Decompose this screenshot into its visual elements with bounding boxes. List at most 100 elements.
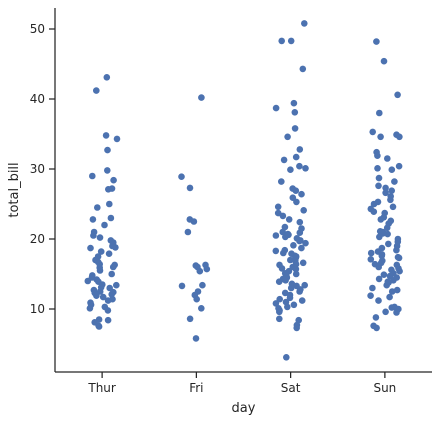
data-point-thur bbox=[108, 185, 116, 192]
data-point-sun bbox=[388, 166, 396, 173]
data-point-fri bbox=[178, 282, 186, 290]
data-point-sun bbox=[394, 91, 401, 99]
data-point-sat bbox=[284, 133, 291, 141]
y-tick-label: 10 bbox=[30, 302, 45, 316]
data-point-sun bbox=[375, 174, 383, 182]
data-point-sat bbox=[282, 233, 289, 241]
data-point-sun bbox=[396, 133, 403, 141]
data-point-fri bbox=[193, 295, 200, 303]
data-point-thur bbox=[102, 132, 110, 139]
data-point-sun bbox=[369, 284, 376, 292]
data-point-fri bbox=[196, 267, 204, 275]
data-point-sun bbox=[374, 165, 381, 172]
data-point-sun bbox=[375, 275, 383, 283]
data-point-thur bbox=[113, 281, 120, 289]
data-point-thur bbox=[97, 248, 105, 255]
data-point-sun bbox=[372, 314, 380, 321]
data-point-sat bbox=[291, 109, 299, 116]
data-point-fri bbox=[186, 184, 194, 192]
data-point-sat bbox=[292, 153, 300, 161]
data-point-fri bbox=[178, 173, 185, 180]
data-point-sat bbox=[276, 315, 283, 323]
data-point-thur bbox=[106, 200, 113, 208]
x-tick-label: Sun bbox=[373, 381, 396, 395]
data-point-sun bbox=[380, 57, 388, 65]
x-axis-ticks: Thur Fri Sat Sun bbox=[87, 372, 396, 395]
data-point-thur bbox=[96, 288, 104, 295]
data-point-sun bbox=[370, 200, 378, 208]
data-point-sun bbox=[377, 216, 385, 223]
x-axis-label: day bbox=[232, 401, 256, 416]
data-point-thur bbox=[103, 74, 111, 81]
x-tick-label: Thur bbox=[87, 381, 116, 395]
data-points bbox=[84, 20, 403, 361]
data-point-sat bbox=[280, 156, 288, 164]
data-point-thur bbox=[104, 167, 111, 174]
data-point-thur bbox=[112, 244, 119, 251]
data-point-sun bbox=[376, 109, 383, 117]
data-point-sat bbox=[280, 249, 287, 257]
data-point-fri bbox=[198, 94, 205, 101]
data-point-sun bbox=[388, 304, 396, 311]
data-point-thur bbox=[87, 244, 94, 252]
data-point-sun bbox=[383, 281, 391, 289]
y-axis-label: total_bill bbox=[7, 162, 22, 217]
data-point-sat bbox=[272, 104, 280, 112]
data-point-sun bbox=[388, 187, 396, 194]
data-point-sun bbox=[382, 189, 389, 197]
data-point-sat bbox=[276, 295, 284, 303]
data-point-sat bbox=[300, 207, 308, 214]
data-point-sat bbox=[301, 281, 309, 289]
data-point-sun bbox=[370, 208, 378, 215]
data-point-sat bbox=[302, 165, 309, 172]
data-point-sun bbox=[380, 271, 388, 279]
data-point-thur bbox=[105, 250, 113, 257]
data-point-sat bbox=[290, 301, 298, 309]
data-point-sun bbox=[388, 288, 396, 295]
data-point-sat bbox=[287, 166, 294, 173]
data-point-fri bbox=[199, 281, 206, 289]
data-point-sat bbox=[290, 242, 297, 249]
data-point-sun bbox=[395, 254, 403, 262]
data-point-sat bbox=[296, 146, 304, 153]
data-point-thur bbox=[90, 232, 97, 239]
data-point-sat bbox=[276, 308, 283, 316]
data-point-thur bbox=[113, 135, 121, 143]
data-point-sun bbox=[393, 309, 400, 316]
data-point-sat bbox=[287, 284, 295, 292]
data-point-sun bbox=[378, 252, 386, 260]
data-point-thur bbox=[84, 277, 92, 285]
data-point-sat bbox=[298, 244, 305, 252]
data-point-sat bbox=[299, 259, 307, 267]
data-point-sun bbox=[386, 293, 393, 301]
data-point-sat bbox=[291, 125, 299, 132]
data-point-thur bbox=[95, 323, 103, 330]
data-point-thur bbox=[89, 172, 96, 180]
data-point-sun bbox=[377, 133, 384, 141]
data-point-sat bbox=[286, 294, 294, 302]
data-point-sat bbox=[287, 37, 295, 45]
data-point-sat bbox=[278, 37, 286, 45]
data-point-sat bbox=[285, 216, 293, 223]
data-point-sun bbox=[393, 242, 401, 250]
data-point-sat bbox=[296, 218, 304, 226]
data-point-sat bbox=[298, 190, 305, 198]
data-point-sat bbox=[290, 99, 298, 107]
data-point-fri bbox=[184, 228, 192, 236]
data-point-thur bbox=[91, 289, 98, 297]
data-point-sat bbox=[278, 178, 285, 185]
data-point-thur bbox=[94, 204, 101, 211]
data-point-sun bbox=[384, 230, 391, 238]
data-point-sun bbox=[375, 297, 382, 304]
data-point-thur bbox=[110, 176, 117, 184]
data-point-fri bbox=[190, 218, 198, 225]
data-point-thur bbox=[87, 301, 95, 309]
y-tick-label: 30 bbox=[30, 162, 45, 176]
data-point-sun bbox=[382, 184, 389, 192]
data-point-sat bbox=[293, 198, 300, 206]
data-point-sat bbox=[282, 277, 289, 284]
y-axis-ticks: 10 20 30 40 50 bbox=[30, 22, 55, 316]
data-point-sat bbox=[287, 256, 294, 264]
y-tick-label: 40 bbox=[30, 92, 45, 106]
